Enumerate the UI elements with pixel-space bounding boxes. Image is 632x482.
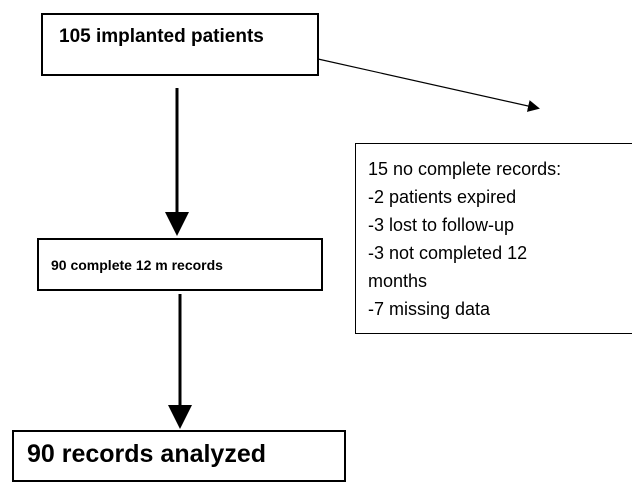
middle-box: 90 complete 12 m records	[37, 238, 323, 291]
exclusion-line: -3 not completed 12	[368, 243, 528, 263]
exclusion-line: 15 no complete records:	[368, 159, 562, 179]
start-box: 105 implanted patients	[41, 13, 319, 76]
start-box-label: 105 implanted patients	[59, 26, 264, 47]
exclusion-line: months	[368, 271, 428, 291]
exclusion-line: -3 lost to follow-up	[368, 215, 515, 235]
arrow-start-to-exclusion	[317, 58, 540, 112]
exclusion-line: -7 missing data	[368, 299, 491, 319]
exclusion-line: -2 patients expired	[368, 187, 517, 207]
exclusion-box: 15 no complete records: -2 patients expi…	[355, 143, 632, 334]
end-box-label: 90 records analyzed	[27, 440, 267, 468]
middle-box-label: 90 complete 12 m records	[51, 257, 223, 273]
end-box: 90 records analyzed	[12, 430, 346, 482]
exclusion-list: 15 no complete records: -2 patients expi…	[368, 155, 561, 323]
